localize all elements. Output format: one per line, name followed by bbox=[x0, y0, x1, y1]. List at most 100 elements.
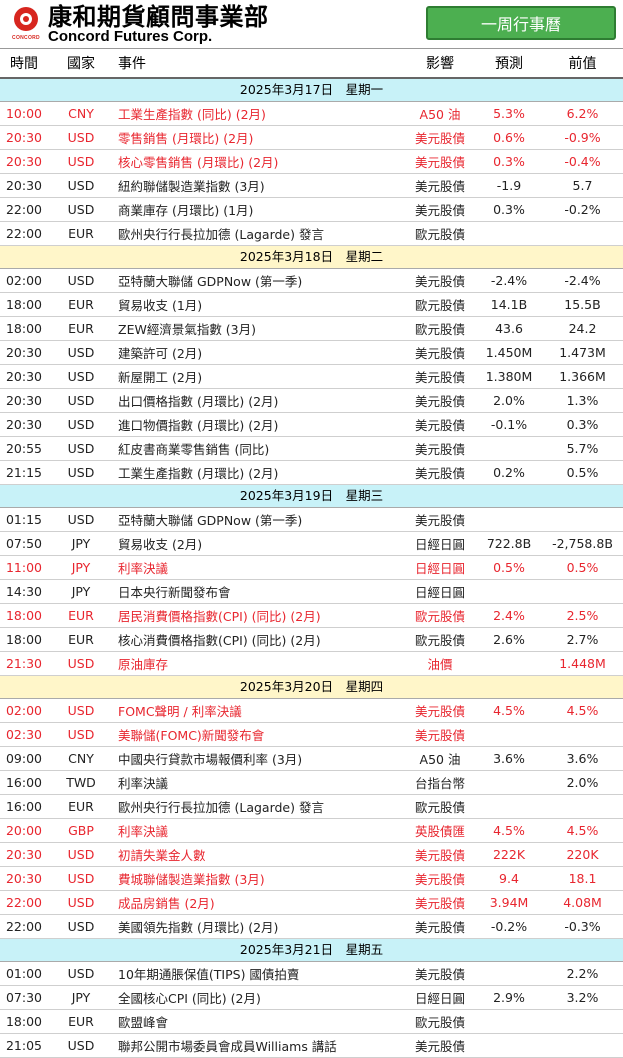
cell-country: EUR bbox=[68, 799, 94, 814]
cell-forecast: 0.6% bbox=[493, 130, 525, 145]
table-row: 20:30 USD 核心零售銷售 (月環比) (2月) 美元股債 0.3% -0.4% bbox=[0, 150, 623, 174]
cell-event: 商業庫存 (月環比) (1月) bbox=[118, 203, 254, 218]
table-row: 20:30 USD 初請失業金人數 美元股債 222K 220K bbox=[0, 843, 623, 867]
table-row: 22:00 USD 成品房銷售 (2月) 美元股債 3.94M 4.08M bbox=[0, 891, 623, 915]
cell-country: USD bbox=[67, 130, 95, 145]
cell-impact: 美元股債 bbox=[414, 394, 465, 409]
cell-event: 中國央行貸款市場報價利率 (3月) bbox=[118, 752, 303, 767]
cell-country: EUR bbox=[68, 321, 94, 336]
cell-previous: 220K bbox=[566, 847, 599, 862]
cell-previous: 1.473M bbox=[559, 345, 606, 360]
table-row: 18:00 EUR ZEW經濟景氣指數 (3月) 歐元股債 43.6 24.2 bbox=[0, 317, 623, 341]
table-row: 02:00 USD FOMC聲明 / 利率決議 美元股債 4.5% 4.5% bbox=[0, 699, 623, 723]
cell-event: 核心消費價格指數(CPI) (同比) (2月) bbox=[118, 633, 321, 648]
calendar-table-body: 2025年3月17日 星期一 10:00 CNY 工業生產指數 (同比) (2月) A5… bbox=[0, 79, 623, 1058]
cell-impact: 英股債匯 bbox=[414, 824, 465, 839]
cell-country: USD bbox=[67, 465, 95, 480]
cell-previous: 2.2% bbox=[566, 966, 599, 981]
cell-country: USD bbox=[67, 154, 95, 169]
cell-forecast: 4.5% bbox=[493, 703, 525, 718]
cell-time: 18:00 bbox=[5, 608, 43, 623]
cell-forecast: 1.450M bbox=[485, 345, 533, 360]
cell-impact: 美元股債 bbox=[414, 203, 465, 218]
company-name-en: Concord Futures Corp. bbox=[48, 28, 213, 45]
cell-time: 02:30 bbox=[5, 727, 43, 742]
cell-previous: 5.7 bbox=[572, 178, 593, 193]
table-row: 16:00 TWD 利率決議 台指台幣 2.0% bbox=[0, 771, 623, 795]
cell-event: 10年期通脹保值(TIPS) 國債拍賣 bbox=[118, 967, 300, 982]
cell-previous: -0.9% bbox=[564, 130, 601, 145]
cell-time: 18:00 bbox=[5, 632, 43, 647]
column-header-time: 時間 bbox=[10, 56, 38, 72]
cell-country: GBP bbox=[68, 823, 94, 838]
table-row: 18:00 EUR 居民消費價格指數(CPI) (同比) (2月) 歐元股債 2.4% 2… bbox=[0, 604, 623, 628]
cell-time: 21:15 bbox=[5, 465, 43, 480]
cell-event: 全國核心CPI (同比) (2月) bbox=[118, 991, 261, 1006]
cell-event: 歐州央行行長拉加德 (Lagarde) 發言 bbox=[118, 227, 324, 242]
cell-time: 21:30 bbox=[5, 656, 43, 671]
day-header: 2025年3月21日 星期五 bbox=[0, 939, 623, 962]
cell-previous: 18.1 bbox=[568, 871, 597, 886]
cell-country: USD bbox=[67, 966, 95, 981]
cell-impact: 美元股債 bbox=[414, 179, 465, 194]
cell-forecast: -1.9 bbox=[496, 178, 522, 193]
cell-time: 22:00 bbox=[5, 919, 43, 934]
cell-event: 利率決議 bbox=[118, 824, 169, 839]
cell-forecast: 1.380M bbox=[485, 369, 533, 384]
cell-time: 18:00 bbox=[5, 321, 43, 336]
table-row: 22:00 EUR 歐州央行行長拉加德 (Lagarde) 發言 歐元股債 bbox=[0, 222, 623, 246]
cell-previous: 0.5% bbox=[566, 465, 599, 480]
table-row: 10:00 CNY 工業生產指數 (同比) (2月) A50 油 5.3% 6.2% bbox=[0, 102, 623, 126]
cell-event: 核心零售銷售 (月環比) (2月) bbox=[118, 155, 279, 170]
cell-impact: 美元股債 bbox=[414, 131, 465, 146]
cell-forecast: 222K bbox=[492, 847, 526, 862]
cell-event: 貿易收支 (1月) bbox=[118, 298, 203, 313]
cell-previous: 0.3% bbox=[566, 417, 599, 432]
cell-time: 20:30 bbox=[5, 871, 43, 886]
table-row: 11:00 JPY 利率決議 日經日圓 0.5% 0.5% bbox=[0, 556, 623, 580]
cell-time: 20:30 bbox=[5, 369, 43, 384]
cell-country: USD bbox=[67, 417, 95, 432]
table-row: 02:30 USD 美聯儲(FOMC)新聞發布會 美元股債 bbox=[0, 723, 623, 747]
cell-event: 工業生產指數 (月環比) (2月) bbox=[118, 466, 279, 481]
cell-forecast: 722.8B bbox=[486, 536, 532, 551]
cell-forecast: 43.6 bbox=[495, 321, 523, 336]
cell-impact: 美元股債 bbox=[414, 418, 465, 433]
cell-time: 22:00 bbox=[5, 202, 43, 217]
cell-country: USD bbox=[67, 727, 95, 742]
cell-event: ZEW經濟景氣指數 (3月) bbox=[118, 322, 257, 337]
table-row: 20:30 USD 進口物價指數 (月環比) (2月) 美元股債 -0.1% 0.3% bbox=[0, 413, 623, 437]
cell-country: USD bbox=[67, 441, 95, 456]
table-row: 20:00 GBP 利率決議 英股債匯 4.5% 4.5% bbox=[0, 819, 623, 843]
table-row: 20:30 USD 出口價格指數 (月環比) (2月) 美元股債 2.0% 1.3% bbox=[0, 389, 623, 413]
cell-country: USD bbox=[67, 273, 95, 288]
table-row: 20:30 USD 費城聯儲製造業指數 (3月) 美元股債 9.4 18.1 bbox=[0, 867, 623, 891]
cell-event: 出口價格指數 (月環比) (2月) bbox=[118, 394, 279, 409]
cell-event: 歐州央行行長拉加德 (Lagarde) 發言 bbox=[118, 800, 324, 815]
cell-country: JPY bbox=[71, 536, 91, 551]
cell-time: 16:00 bbox=[5, 775, 43, 790]
day-header: 2025年3月20日 星期四 bbox=[0, 676, 623, 699]
cell-country: USD bbox=[67, 656, 95, 671]
concord-logo-icon bbox=[14, 7, 38, 31]
day-header: 2025年3月17日 星期一 bbox=[0, 79, 623, 102]
cell-previous: 4.08M bbox=[563, 895, 602, 910]
cell-impact: 歐元股債 bbox=[414, 633, 465, 648]
cell-time: 20:00 bbox=[5, 823, 43, 838]
cell-previous: 2.0% bbox=[566, 775, 599, 790]
cell-forecast: -0.2% bbox=[490, 919, 528, 934]
cell-impact: 美元股債 bbox=[414, 442, 465, 457]
table-row: 07:30 JPY 全國核心CPI (同比) (2月) 日經日圓 2.9% 3.2% bbox=[0, 986, 623, 1010]
day-section: 2025年3月21日 星期五 01:00 USD 10年期通脹保值(TIPS) 國債拍… bbox=[0, 939, 623, 1058]
cell-time: 09:00 bbox=[5, 751, 43, 766]
cell-impact: 歐元股債 bbox=[414, 298, 465, 313]
cell-impact: 美元股債 bbox=[414, 466, 465, 481]
cell-time: 20:55 bbox=[5, 441, 43, 456]
cell-time: 20:30 bbox=[5, 417, 43, 432]
cell-time: 21:05 bbox=[5, 1038, 43, 1053]
cell-impact: 美元股債 bbox=[414, 967, 465, 982]
cell-event: 利率決議 bbox=[118, 561, 169, 576]
cell-event: 聯邦公開市場委員會成員Williams 講話 bbox=[118, 1039, 337, 1054]
table-row: 18:00 EUR 貿易收支 (1月) 歐元股債 14.1B 15.5B bbox=[0, 293, 623, 317]
cell-event: 初請失業金人數 bbox=[118, 848, 206, 863]
